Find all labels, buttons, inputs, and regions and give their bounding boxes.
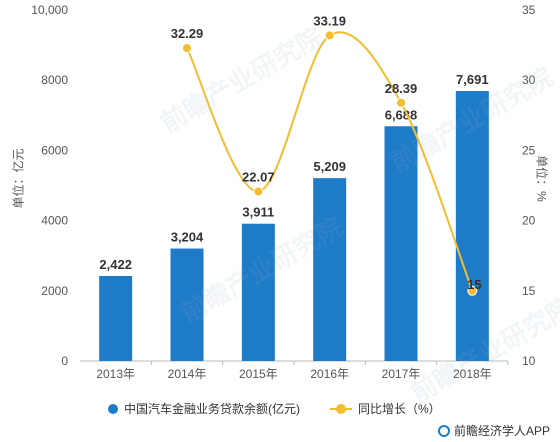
bar-data-label: 7,691 bbox=[456, 72, 489, 87]
bar-data-label: 3,911 bbox=[242, 205, 274, 220]
y-right-tick-label: 35 bbox=[522, 3, 536, 17]
legend: 中国汽车金融业务贷款余额(亿元) 同比增长（%） bbox=[0, 400, 560, 416]
bar bbox=[170, 248, 204, 361]
y-right-tick-label: 10 bbox=[522, 354, 536, 368]
legend-item-loans: 中国汽车金融业务贷款余额(亿元) bbox=[108, 400, 300, 417]
y-right-tick-label: 15 bbox=[522, 284, 536, 298]
bar bbox=[384, 126, 418, 362]
growth-data-label: 15 bbox=[467, 277, 481, 292]
x-tick-label: 2014年 bbox=[168, 367, 207, 381]
x-tick-label: 2017年 bbox=[382, 367, 421, 381]
growth-point bbox=[182, 43, 192, 54]
growth-data-label: 28.39 bbox=[385, 81, 418, 96]
growth-point bbox=[467, 285, 478, 296]
y-axis-left-title: 单位：亿元 bbox=[11, 148, 26, 209]
bar-data-label: 3,204 bbox=[171, 230, 204, 245]
y-right-tick-label: 30 bbox=[522, 73, 536, 87]
credit-text: 前瞻经济学人APP bbox=[453, 424, 550, 438]
y-left-tick-label: 2000 bbox=[41, 284, 68, 298]
bar bbox=[313, 178, 347, 361]
y-left-tick-label: 6000 bbox=[41, 143, 68, 157]
x-tick-label: 2018年 bbox=[453, 367, 492, 381]
source-credit: 前瞻经济学人APP bbox=[437, 422, 550, 439]
legend-swatch-bar bbox=[108, 403, 118, 414]
growth-point bbox=[324, 30, 335, 41]
bar-data-label: 6,688 bbox=[385, 107, 418, 122]
legend-label-growth: 同比增长（%） bbox=[358, 402, 441, 416]
y-left-tick-label: 4000 bbox=[41, 214, 68, 228]
y-right-tick-label: 20 bbox=[522, 214, 536, 228]
bar-data-label: 5,209 bbox=[313, 159, 346, 174]
y-left-tick-label: 0 bbox=[61, 354, 68, 368]
y-axis-right-title: 单位：% bbox=[534, 155, 549, 202]
growth-data-label: 22.07 bbox=[242, 170, 275, 185]
credit-logo-icon bbox=[437, 424, 450, 437]
x-tick-label: 2013年 bbox=[96, 367, 135, 381]
y-left-tick-label: 10,000 bbox=[31, 3, 68, 17]
bar bbox=[99, 275, 133, 361]
x-tick-label: 2016年 bbox=[310, 367, 349, 381]
x-tick-label: 2015年 bbox=[239, 367, 278, 381]
y-left-tick-label: 8000 bbox=[41, 73, 68, 87]
growth-point bbox=[253, 186, 264, 197]
growth-point bbox=[396, 97, 406, 108]
legend-swatch-line bbox=[330, 403, 352, 414]
growth-data-label: 32.29 bbox=[171, 26, 204, 41]
bar bbox=[455, 91, 489, 361]
y-right-tick-label: 25 bbox=[522, 143, 536, 157]
legend-label-loans: 中国汽车金融业务贷款余额(亿元) bbox=[124, 402, 300, 416]
growth-data-label: 33.19 bbox=[313, 13, 346, 28]
bar bbox=[241, 223, 275, 361]
legend-item-growth: 同比增长（%） bbox=[330, 400, 441, 417]
bar-data-label: 2,422 bbox=[99, 257, 132, 272]
